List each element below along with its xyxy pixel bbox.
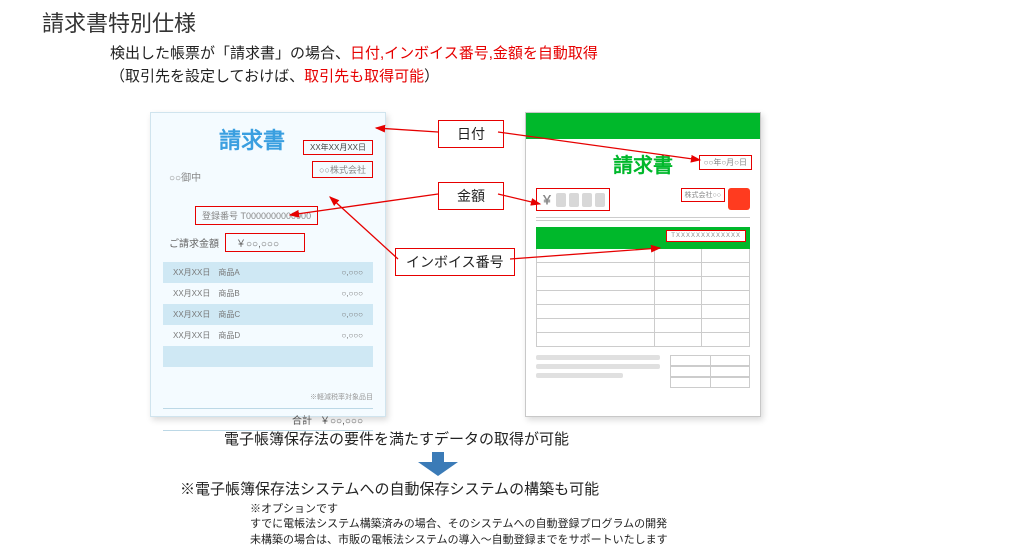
cell: 商品D xyxy=(218,331,240,340)
intro-l1b: 日付,インボイス番号,金額を自動取得 xyxy=(350,45,598,62)
table-row xyxy=(163,367,373,388)
digit-placeholder xyxy=(582,193,592,207)
callout-invnum: インボイス番号 xyxy=(395,248,515,276)
divider xyxy=(536,220,700,221)
left-items: XX月XX日 商品A ○,○○○ XX月XX日 商品B ○,○○○ XX月XX日 商… xyxy=(163,262,373,388)
right-date-box: ○○年○月○日 xyxy=(699,155,752,170)
right-header-bar xyxy=(526,113,760,139)
left-amount-label: ご請求金額 xyxy=(169,235,219,250)
cell: ○,○○○ xyxy=(341,331,363,340)
yen-symbol: ￥ xyxy=(541,191,553,208)
bottom-line-2: ※電子帳簿保存法システムへの自動保存システムの構築も可能 xyxy=(180,478,599,499)
cell: 商品A xyxy=(218,268,239,277)
right-summary xyxy=(536,355,750,388)
callout-amount: 金額 xyxy=(438,182,504,210)
right-invnum-box: TXXXXXXXXXXXXX xyxy=(666,230,746,242)
right-company-box: 株式会社○○ xyxy=(681,188,725,202)
left-regnum-box: 登録番号 T0000000000000 xyxy=(195,206,318,225)
invoice-sample-right: 請求書 ○○年○月○日 ￥ 株式会社○○ TXXXXXXXXXXXXX xyxy=(525,112,761,417)
page-title: 請求書特別仕様 xyxy=(42,6,196,38)
right-table xyxy=(536,249,750,347)
left-invoice-heading: 請求書 xyxy=(219,123,285,155)
left-total-value: ￥○○,○○○ xyxy=(320,412,363,427)
opt-line: ※オプションです xyxy=(250,503,338,515)
invoice-sample-left: 請求書 XX年XX月XX日 ○○御中 ○○株式会社 登録番号 T00000000… xyxy=(150,112,386,417)
intro-l2c: ） xyxy=(424,68,439,85)
down-arrow-icon xyxy=(418,452,458,476)
intro-l2a: （取引先を設定しておけば、 xyxy=(110,68,304,85)
stamp-icon xyxy=(728,188,750,210)
opt-line: すでに電帳法システム構築済みの場合、そのシステムへの自動登録プログラムの開発 xyxy=(250,518,667,530)
left-amount-box: ￥○○,○○○ xyxy=(225,233,305,252)
left-taxnote: ※軽減税率対象品目 xyxy=(163,392,373,402)
opt-line: 未構築の場合は、市販の電帳法システムの導入～自動登録までをサポートいたします xyxy=(250,534,668,546)
intro-l1a: 検出した帳票が「請求書」の場合、 xyxy=(110,45,350,62)
digit-placeholder xyxy=(556,193,566,207)
table-row: XX月XX日 商品A ○,○○○ xyxy=(163,262,373,283)
cell: ○,○○○ xyxy=(341,268,363,277)
cell: XX月XX日 xyxy=(173,289,210,298)
cell: XX月XX日 xyxy=(173,268,210,277)
left-company-box: ○○株式会社 xyxy=(312,161,373,178)
digit-placeholder xyxy=(595,193,605,207)
intro-text: 検出した帳票が「請求書」の場合、日付,インボイス番号,金額を自動取得 （取引先を… xyxy=(110,42,598,89)
right-green-bar: TXXXXXXXXXXXXX xyxy=(536,227,750,249)
right-amount-box: ￥ xyxy=(536,188,610,211)
bottom-options: ※オプションです すでに電帳法システム構築済みの場合、そのシステムへの自動登録プ… xyxy=(250,502,668,548)
intro-l2b: 取引先も取得可能 xyxy=(304,68,424,85)
cell: XX月XX日 xyxy=(173,331,210,340)
cell: ○,○○○ xyxy=(341,289,363,298)
table-row: XX月XX日 商品B ○,○○○ xyxy=(163,283,373,304)
digit-placeholder xyxy=(569,193,579,207)
cell: XX月XX日 xyxy=(173,310,210,319)
divider xyxy=(536,217,750,218)
left-total-label: 合計 xyxy=(292,412,312,427)
table-row xyxy=(163,346,373,367)
table-row: XX月XX日 商品D ○,○○○ xyxy=(163,325,373,346)
cell: ○,○○○ xyxy=(341,310,363,319)
cell: 商品B xyxy=(218,289,239,298)
table-row: XX月XX日 商品C ○,○○○ xyxy=(163,304,373,325)
bottom-line-1: 電子帳簿保存法の要件を満たすデータの取得が可能 xyxy=(224,428,569,449)
callout-date: 日付 xyxy=(438,120,504,148)
cell: 商品C xyxy=(218,310,240,319)
left-date-box: XX年XX月XX日 xyxy=(303,140,373,155)
